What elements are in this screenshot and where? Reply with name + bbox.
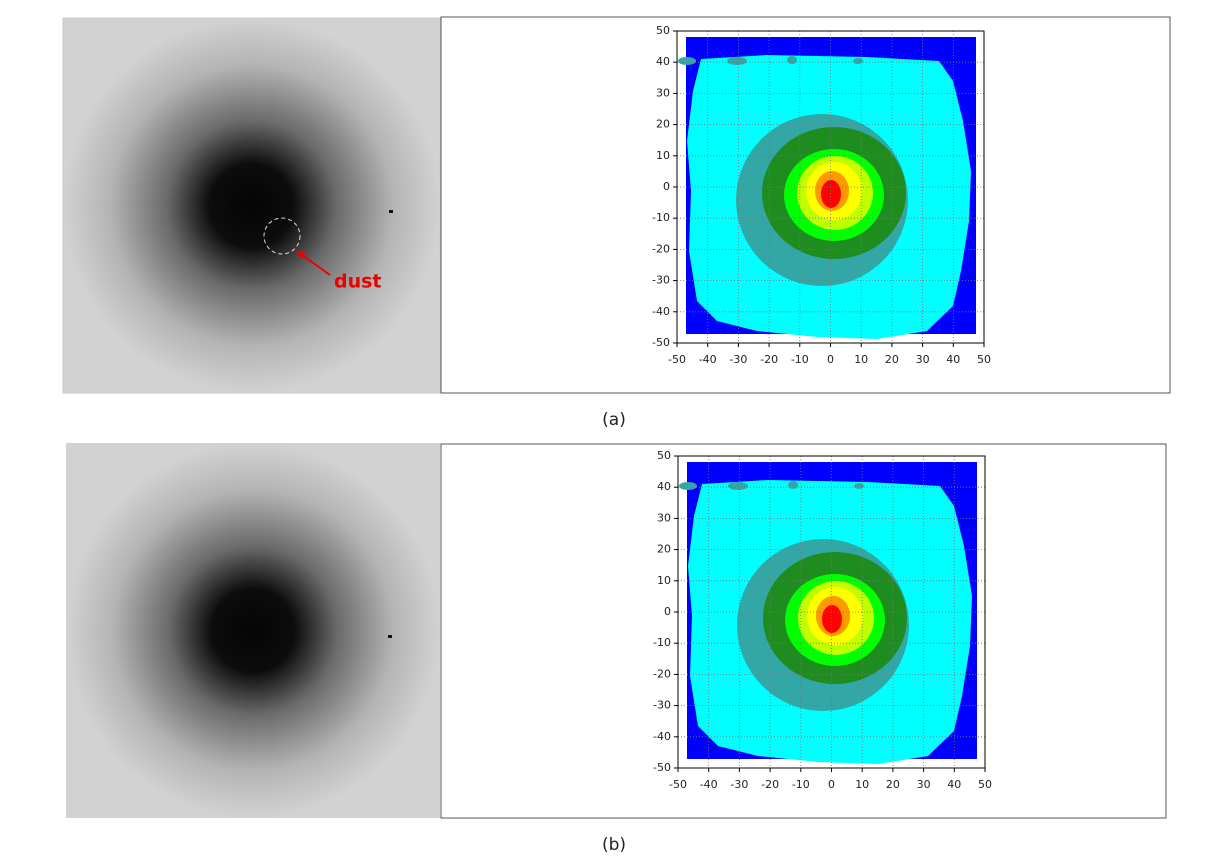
x-tick-label: 40	[946, 353, 960, 366]
y-tick-label: -50	[652, 336, 670, 349]
y-tick-label: 0	[664, 605, 671, 618]
y-tick-label: 20	[656, 118, 670, 131]
y-tick-label: 50	[657, 449, 671, 462]
y-tick-label: 40	[656, 55, 670, 68]
x-tick-label: 0	[827, 353, 834, 366]
y-tick-label: -10	[653, 636, 671, 649]
y-tick-label: -40	[652, 305, 670, 318]
x-tick-label: 50	[978, 778, 992, 791]
y-tick-label: -40	[653, 730, 671, 743]
x-tick-label: -20	[761, 778, 779, 791]
x-tick-label: 10	[854, 353, 868, 366]
y-tick-label: 10	[657, 574, 671, 587]
y-tick-label: 30	[657, 511, 671, 524]
x-tick-label: 20	[886, 778, 900, 791]
y-tick-label: 20	[657, 543, 671, 556]
x-tick-label: 20	[885, 353, 899, 366]
x-tick-label: 40	[947, 778, 961, 791]
x-tick-label: -40	[699, 353, 717, 366]
caption: (b)	[602, 835, 626, 855]
x-tick-label: 30	[917, 778, 931, 791]
contour-plot	[678, 37, 976, 339]
dust-circle	[263, 217, 301, 255]
x-tick-label: 30	[916, 353, 930, 366]
plot-frame	[677, 455, 986, 769]
x-tick-label: 10	[855, 778, 869, 791]
plot-frame	[676, 30, 985, 344]
contour-plot	[679, 462, 977, 764]
photo	[63, 18, 440, 393]
x-tick-label: -10	[791, 353, 809, 366]
photo-frame	[62, 17, 441, 394]
annotation: dust	[334, 271, 382, 293]
speck	[388, 635, 392, 638]
y-tick-label: -20	[653, 667, 671, 680]
x-tick-label: 50	[977, 353, 991, 366]
x-tick-label: -30	[729, 353, 747, 366]
y-tick-label: 50	[656, 24, 670, 37]
y-tick-label: 0	[663, 180, 670, 193]
y-tick-label: -10	[652, 211, 670, 224]
x-tick-label: -30	[730, 778, 748, 791]
y-tick-label: -30	[652, 274, 670, 287]
arrow-head	[296, 250, 306, 259]
x-tick-label: -50	[669, 778, 687, 791]
x-tick-label: -40	[700, 778, 718, 791]
x-tick-label: -50	[668, 353, 686, 366]
panel-a: dust (a)	[62, 16, 1171, 430]
x-tick-label: 0	[828, 778, 835, 791]
y-tick-label: -50	[653, 761, 671, 774]
x-tick-label: -20	[760, 353, 778, 366]
y-tick-label: -30	[653, 699, 671, 712]
y-tick-label: -20	[652, 242, 670, 255]
caption: (a)	[602, 410, 626, 430]
y-tick-label: 40	[657, 480, 671, 493]
x-tick-label: -10	[792, 778, 810, 791]
y-tick-label: 10	[656, 149, 670, 162]
y-tick-label: 30	[656, 86, 670, 99]
photo	[66, 443, 440, 818]
speck	[389, 210, 393, 213]
panel-b: (b)	[66, 443, 1167, 855]
